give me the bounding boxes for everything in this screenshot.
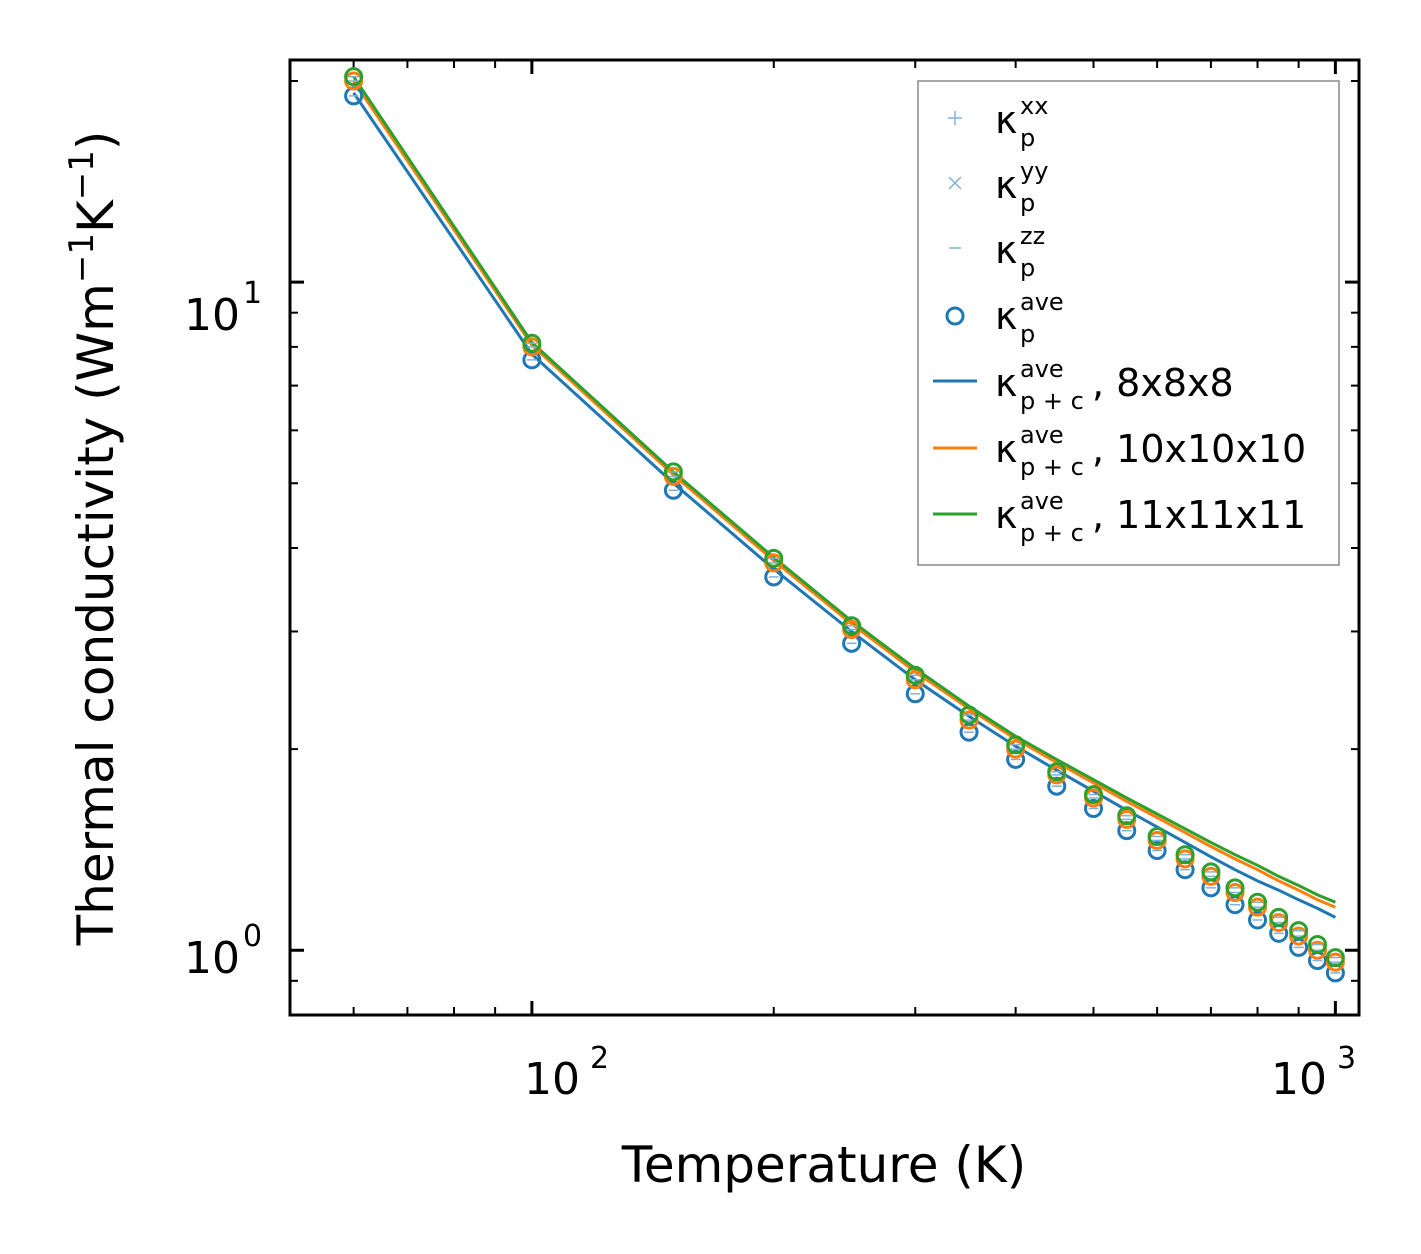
- plot-frame: [288, 58, 1361, 1017]
- svg-text:p: p: [1020, 254, 1035, 282]
- marker-11x11x11: [1269, 907, 1289, 927]
- marker-11x11x11: [1047, 762, 1067, 782]
- marker-11x11x11: [1147, 826, 1167, 846]
- y-tick-label-1: 10 0: [184, 919, 262, 984]
- svg-text:p: p: [1020, 320, 1035, 348]
- x-tick-label-100: 10 2: [524, 1041, 609, 1105]
- series-line-11x11x11: [352, 75, 1336, 904]
- svg-text:10: 10: [184, 290, 240, 341]
- svg-text:yy: yy: [1020, 157, 1048, 185]
- y-label-sup1: −1: [62, 233, 102, 283]
- svg-text:xx: xx: [1020, 92, 1048, 120]
- marker-11x11x11: [1201, 862, 1221, 882]
- marker-11x11x11: [344, 67, 364, 87]
- svg-text:κ: κ: [995, 163, 1017, 207]
- svg-text:p + c: p + c: [1020, 387, 1084, 415]
- svg-text:κ: κ: [995, 493, 1017, 537]
- marker-11x11x11: [1248, 892, 1268, 912]
- legend-entry-8x8x8: κ ave p + c , 8x8x8: [995, 355, 1234, 415]
- x-axis-label: Temperature (K): [621, 1136, 1026, 1194]
- legend-entry-11x11x11: κ ave p + c , 11x11x11: [995, 487, 1306, 547]
- legend-entry-kave: κ ave p: [995, 288, 1064, 348]
- marker-11x11x11: [1307, 935, 1327, 955]
- marker-8x8x8: [1147, 841, 1167, 861]
- svg-text:zz: zz: [1020, 222, 1045, 250]
- y-tick-label-10: 10 1: [184, 276, 262, 341]
- svg-text:ave: ave: [1020, 421, 1064, 449]
- major-ticks: [290, 60, 1359, 1015]
- x-tick-label-1000: 10 3: [1271, 1041, 1356, 1105]
- svg-text:, 11x11x11: , 11x11x11: [1092, 493, 1306, 537]
- svg-text:κ: κ: [995, 228, 1017, 272]
- legend-entry-kyy: κ yy p: [995, 157, 1048, 217]
- series-lines: [352, 75, 1337, 919]
- marker-11x11x11: [905, 665, 925, 685]
- legend-frame: [917, 80, 1340, 566]
- svg-text:10: 10: [524, 1054, 580, 1105]
- legend-entry-kxx: κ xx p: [995, 92, 1048, 152]
- svg-text:1: 1: [243, 276, 262, 311]
- svg-text:, 8x8x8: , 8x8x8: [1092, 361, 1234, 405]
- marker-11x11x11: [1006, 735, 1026, 755]
- series-line-8x8x8: [352, 91, 1337, 919]
- marker-11x11x11: [1289, 921, 1309, 941]
- marker-11x11x11: [1175, 845, 1195, 865]
- marker-11x11x11: [959, 705, 979, 725]
- legend-entry-10x10x10: κ ave p + c , 10x10x10: [995, 421, 1306, 481]
- marker-8x8x8: [663, 480, 683, 500]
- marker-11x11x11: [1325, 948, 1345, 968]
- marker-10x10x10: [959, 710, 979, 730]
- svg-text:ave: ave: [1020, 288, 1064, 316]
- marker-8x8x8: [1047, 776, 1067, 796]
- svg-text:10: 10: [184, 933, 240, 984]
- marker-10x10x10: [1269, 913, 1289, 933]
- legend-entry-kzz: κ zz p: [995, 222, 1045, 282]
- marker-11x11x11: [1084, 785, 1104, 805]
- y-label-main: Thermal conductivity (Wm: [67, 283, 125, 946]
- legend-circle-marker: [945, 306, 965, 326]
- svg-text:0: 0: [243, 919, 262, 954]
- data-markers: [344, 67, 1345, 983]
- marker-8x8x8: [1084, 798, 1104, 818]
- svg-text:κ: κ: [995, 361, 1017, 405]
- svg-text:10: 10: [1271, 1054, 1327, 1105]
- svg-text:κ: κ: [995, 98, 1017, 142]
- legend-x-marker: [948, 176, 962, 190]
- marker-8x8x8: [842, 633, 862, 653]
- svg-text:, 10x10x10: , 10x10x10: [1092, 427, 1306, 471]
- legend: κ xx p κ yy p κ zz p κ ave p κ ave p + c…: [917, 80, 1340, 566]
- svg-text:2: 2: [590, 1041, 609, 1076]
- legend-handles: [933, 111, 977, 516]
- marker-10x10x10: [1289, 926, 1309, 946]
- svg-text:p + c: p + c: [1020, 453, 1084, 481]
- svg-text:κ: κ: [995, 427, 1017, 471]
- marker-11x11x11: [663, 462, 683, 482]
- marker-8x8x8: [1248, 910, 1268, 930]
- svg-text:ave: ave: [1020, 355, 1064, 383]
- svg-text:p: p: [1020, 189, 1035, 217]
- svg-text:p: p: [1020, 124, 1035, 152]
- svg-text:ave: ave: [1020, 487, 1064, 515]
- marker-8x8x8: [905, 684, 925, 704]
- y-axis-label: Thermal conductivity (Wm−1K−1): [62, 131, 125, 947]
- marker-8x8x8: [764, 567, 784, 587]
- marker-10x10x10: [1307, 940, 1327, 960]
- y-label-mid: K: [67, 199, 125, 233]
- y-label-end: ): [67, 131, 125, 151]
- marker-11x11x11: [842, 616, 862, 636]
- marker-11x11x11: [522, 333, 542, 353]
- svg-text:3: 3: [1337, 1041, 1356, 1076]
- svg-text:p + c: p + c: [1020, 519, 1084, 547]
- series-line-10x10x10: [352, 80, 1336, 909]
- marker-11x11x11: [764, 548, 784, 568]
- marker-11x11x11: [1225, 878, 1245, 898]
- y-label-sup2: −1: [62, 150, 102, 200]
- svg-text:κ: κ: [995, 294, 1017, 338]
- marker-11x11x11: [1117, 806, 1137, 826]
